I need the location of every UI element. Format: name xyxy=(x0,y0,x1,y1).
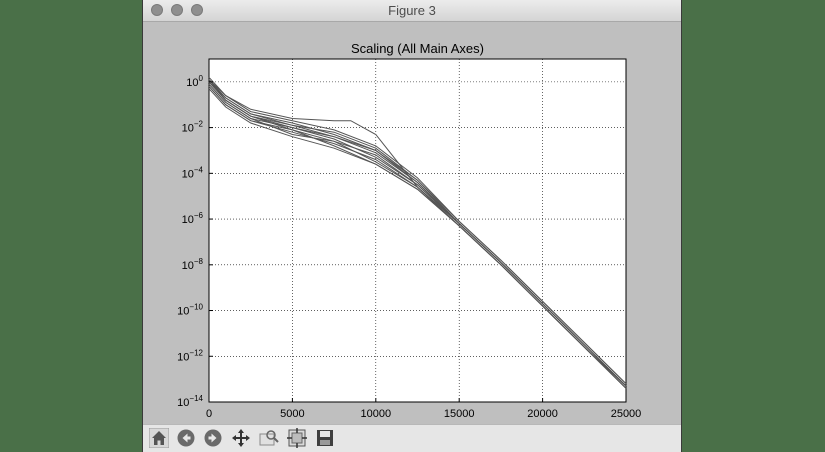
grid-lines xyxy=(209,59,626,403)
y-tick-label: 10−2 xyxy=(182,120,204,135)
minimize-window-icon[interactable] xyxy=(171,4,183,16)
pan-arrows-icon xyxy=(232,429,250,447)
subplots-button[interactable] xyxy=(285,427,309,449)
x-tick-label: 5000 xyxy=(280,408,304,420)
forward-button[interactable] xyxy=(201,427,225,449)
series-lines xyxy=(208,76,627,389)
forward-arrow-icon xyxy=(204,429,222,447)
x-tick-label: 0 xyxy=(206,408,212,420)
subplots-config-icon xyxy=(287,428,307,448)
x-axis: 0 5000 10000 15000 20000 25000 xyxy=(206,398,641,420)
series-line xyxy=(208,76,627,385)
chart-title: Scaling (All Main Axes) xyxy=(351,41,484,56)
y-axis: 100 10−2 10−4 10−6 10−8 10−10 10−12 10−14 xyxy=(177,74,213,409)
save-button[interactable] xyxy=(313,427,337,449)
home-button[interactable] xyxy=(147,427,171,449)
window-titlebar[interactable]: Figure 3 xyxy=(143,0,681,22)
window-title: Figure 3 xyxy=(388,3,436,18)
y-tick-label: 10−6 xyxy=(182,211,204,226)
zoom-window-icon[interactable] xyxy=(191,4,203,16)
figure-window: Figure 3 0 5000 10000 15000 20000 25000 100 10… xyxy=(143,0,681,452)
y-tick-label: 10−4 xyxy=(182,165,204,180)
y-tick-label: 10−12 xyxy=(177,348,203,363)
y-tick-label: 10−14 xyxy=(177,394,203,409)
back-arrow-icon xyxy=(177,429,195,447)
figure-canvas[interactable]: 0 5000 10000 15000 20000 25000 100 10−2 10−4 10−… xyxy=(143,22,681,423)
home-icon xyxy=(149,428,169,448)
zoom-rect-icon xyxy=(259,430,279,446)
y-tick-label: 10−10 xyxy=(177,303,203,318)
back-button[interactable] xyxy=(174,427,198,449)
save-floppy-icon xyxy=(317,430,333,446)
y-tick-label: 10−8 xyxy=(182,257,204,272)
x-tick-label: 20000 xyxy=(527,408,558,420)
x-tick-label: 15000 xyxy=(444,408,475,420)
navigation-toolbar xyxy=(143,424,681,452)
y-tick-label: 100 xyxy=(186,74,203,89)
plot-area xyxy=(208,58,627,403)
x-tick-label: 25000 xyxy=(611,408,642,420)
close-window-icon[interactable] xyxy=(151,4,163,16)
pan-button[interactable] xyxy=(229,427,253,449)
series-line xyxy=(208,79,627,387)
x-tick-label: 10000 xyxy=(361,408,392,420)
zoom-button[interactable] xyxy=(257,427,281,449)
series-line xyxy=(208,86,627,389)
